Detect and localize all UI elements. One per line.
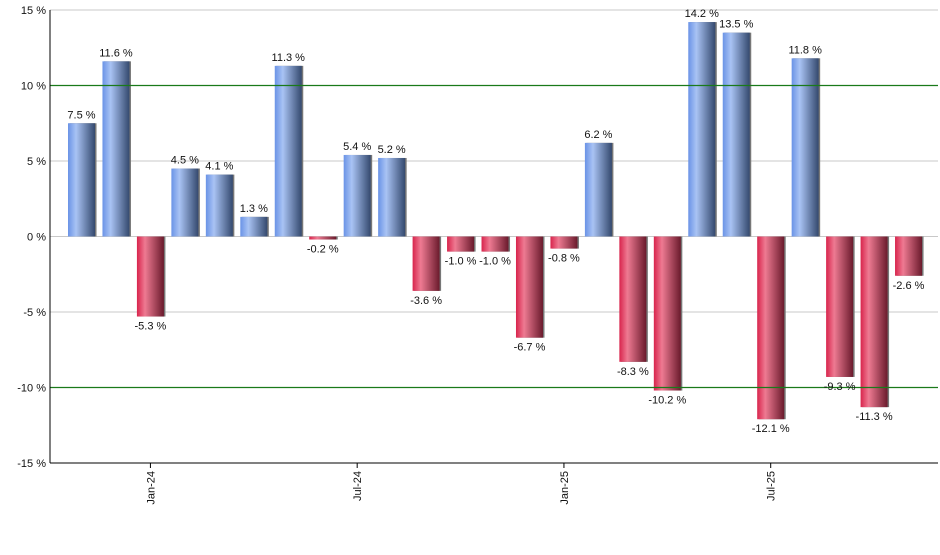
data-label: 11.6 % [99, 47, 133, 59]
y-tick-label: -5 % [23, 307, 46, 319]
bar-Mar-24 [205, 174, 233, 237]
data-label: 14.2 % [685, 8, 719, 20]
bar-Nov-25 [895, 236, 923, 276]
bar-Jun-25 [722, 32, 750, 237]
data-label: 7.5 % [67, 109, 95, 121]
y-tick-label: -15 % [17, 458, 46, 470]
data-label: 11.3 % [272, 52, 306, 64]
bars [68, 22, 924, 420]
bar-Oct-24 [447, 236, 475, 252]
bar-Dec-24 [515, 236, 543, 338]
y-tick-label: 10 % [21, 81, 46, 93]
bar-Apr-24 [240, 216, 268, 237]
y-tick-label: -10 % [17, 383, 46, 395]
data-label: 11.8 % [788, 44, 822, 56]
data-labels: 7.5 % 11.6 % -5.3 % 4.5 % 4.1 % 1.3 % 11.3 % -0… [67, 8, 924, 435]
y-tick-label: 0 % [27, 232, 46, 244]
y-tick-label: 5 % [27, 156, 46, 168]
x-tick-label: Jan-25 [559, 471, 571, 505]
data-label: -1.0 % [479, 256, 511, 268]
data-label: 5.2 % [378, 144, 406, 156]
data-label: 4.5 % [171, 155, 199, 167]
data-label: -1.0 % [445, 256, 477, 268]
bar-Aug-24 [378, 157, 406, 237]
bar-Nov-24 [481, 236, 509, 252]
bar-Dec-23 [102, 61, 130, 237]
y-tick-label: 15 % [21, 5, 46, 17]
data-label: -10.2 % [648, 395, 686, 407]
bar-Jan-24 [136, 236, 164, 317]
data-label: -0.8 % [548, 253, 580, 265]
axes: 15 % 10 % 5 % 0 % -5 % -10 % -15 % Jan-24 Jul-24… [17, 5, 938, 505]
bar-Feb-24 [171, 168, 199, 237]
bar-Aug-25 [791, 58, 819, 237]
data-label: -12.1 % [752, 423, 790, 435]
data-label: 4.1 % [205, 161, 233, 173]
bar-May-24 [274, 65, 302, 237]
bar-May-25 [688, 22, 716, 237]
x-tick-label: Jul-24 [352, 471, 364, 501]
data-label: -3.6 % [410, 295, 442, 307]
bar-Oct-25 [860, 236, 888, 408]
data-label: 13.5 % [719, 19, 753, 31]
data-label: -2.6 % [893, 280, 925, 292]
x-tick-label: Jul-25 [766, 471, 778, 501]
data-label: -8.3 % [617, 366, 649, 378]
bar-Feb-25 [584, 142, 612, 237]
data-label: 5.4 % [343, 141, 371, 153]
data-label: -0.2 % [307, 244, 339, 256]
bar-Sep-25 [826, 236, 854, 377]
bar-Jan-25 [550, 236, 578, 249]
reference-lines [50, 84, 938, 389]
bar-Jul-24 [343, 154, 371, 237]
data-label: -5.3 % [135, 321, 167, 333]
bar-Jun-24 [309, 236, 337, 240]
data-label: 1.3 % [240, 203, 268, 215]
data-label: -9.3 % [824, 381, 856, 393]
bar-Mar-25 [619, 236, 647, 362]
data-label: 6.2 % [584, 129, 612, 141]
data-label: -6.7 % [514, 342, 546, 354]
bar-Apr-25 [653, 236, 681, 391]
bar-Nov-23 [68, 123, 95, 237]
data-label: -11.3 % [856, 411, 893, 423]
bar-Jul-25 [757, 236, 785, 420]
bar-Sep-24 [412, 236, 440, 291]
x-tick-label: Jan-24 [145, 471, 157, 505]
